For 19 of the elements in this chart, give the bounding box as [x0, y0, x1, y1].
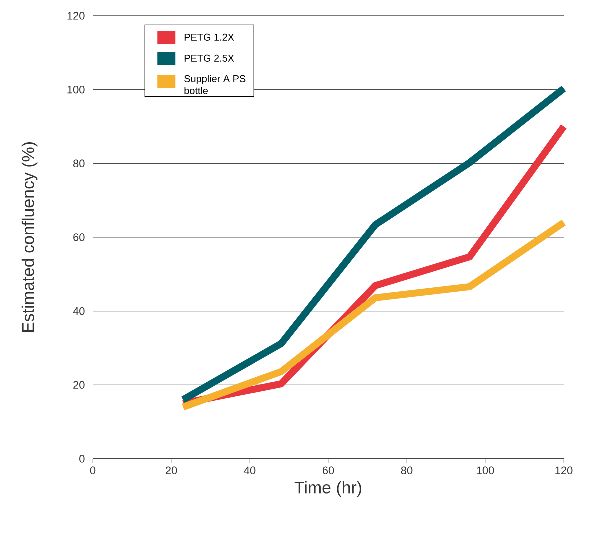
x-tick-label: 0 [90, 466, 96, 475]
x-tick-label: 20 [166, 466, 178, 475]
y-tick-label: 120 [68, 12, 85, 20]
y-tick-label: 60 [74, 234, 85, 242]
y-tick-label: 0 [80, 455, 85, 463]
legend-label: PETG 2.5X [184, 54, 234, 62]
y-axis-title: Estimated confluency (%) [22, 142, 38, 332]
x-tick-label: 60 [322, 466, 334, 475]
x-tick-label: 40 [244, 466, 256, 475]
y-tick-label: 40 [73, 307, 85, 316]
y-tick-label: 100 [68, 86, 85, 94]
x-tick-label: 80 [401, 466, 413, 475]
legend-label: Supplier A PS bottle [184, 75, 246, 94]
x-tick-label: 100 [477, 466, 494, 475]
legend-label: PETG 1.2X [184, 34, 234, 41]
x-tick-label: 120 [556, 466, 573, 475]
x-axis-title: Time (hr) [294, 481, 362, 498]
y-tick-label: 20 [74, 381, 85, 390]
y-tick-label: 80 [74, 160, 85, 168]
